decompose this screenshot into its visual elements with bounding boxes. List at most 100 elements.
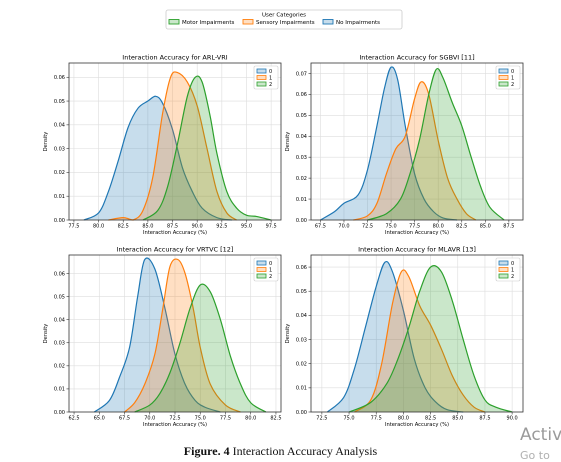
density-area-1 <box>353 81 476 220</box>
y-tick-label: 0.03 <box>296 337 307 343</box>
series-legend-label-1: 1 <box>269 267 272 273</box>
x-tick-label: 77.5 <box>220 416 231 422</box>
density-line-0 <box>83 95 232 221</box>
y-tick-label: 0.01 <box>296 197 307 203</box>
x-tick-label: 82.5 <box>425 416 436 422</box>
y-tick-label: 0.02 <box>54 364 65 370</box>
density-line-0 <box>326 261 464 413</box>
density-line-2 <box>348 265 513 413</box>
chart-panel-1: 77.5 80.0 82.5 85.0 87.5 90.0 92.5 95.0 97.5 0.00… <box>43 54 282 236</box>
series-legend-label-2: 2 <box>511 82 514 88</box>
density-line-0 <box>320 66 458 221</box>
density-line-1 <box>124 258 241 413</box>
x-tick-label: 72.5 <box>316 416 327 422</box>
density-area-2 <box>349 265 513 412</box>
x-tick-label: 75.0 <box>386 224 397 230</box>
density-area-0 <box>320 66 458 221</box>
x-tick-label: 80.0 <box>245 416 256 422</box>
x-tick-label: 62.5 <box>68 416 79 422</box>
density-line-2 <box>142 75 272 221</box>
density-area-0 <box>327 261 464 412</box>
density-line-1 <box>353 81 477 221</box>
legend-label-0: Motor Impairments <box>182 20 235 26</box>
legend-label-2: No Impairments <box>336 20 380 26</box>
y-tick-label: 0.07 <box>296 71 307 77</box>
legend-swatch-2 <box>322 19 334 25</box>
plot-frame <box>310 62 524 221</box>
series-legend-label-0: 0 <box>269 261 272 267</box>
y-tick-label: 0.04 <box>296 134 307 140</box>
x-tick-label: 77.5 <box>68 224 79 230</box>
series-legend-label-1: 1 <box>511 267 514 273</box>
chart-title: Interaction Accuracy for MLAVR [13] <box>358 246 476 254</box>
y-tick-label: 0.03 <box>54 341 65 347</box>
x-tick-label: 75.0 <box>195 416 206 422</box>
x-tick-label: 82.5 <box>270 416 281 422</box>
series-legend-swatch-1 <box>498 75 509 80</box>
density-area-2 <box>142 76 272 220</box>
x-tick-label: 80.0 <box>433 224 444 230</box>
activation-watermark-sub: Go to <box>520 449 550 462</box>
y-tick-label: 0.06 <box>54 75 65 81</box>
category-legend: User Categories Motor Impairments Sensory… <box>165 9 403 30</box>
y-tick-label: 0.05 <box>54 99 65 105</box>
chart-panel-4: 72.5 75.0 77.5 80.0 82.5 85.0 87.5 90.0 0.00 0.01… <box>285 246 524 428</box>
x-axis-label: Interaction Accuracy (%) <box>385 230 449 236</box>
y-tick-label: 0.00 <box>296 218 307 224</box>
x-tick-label: 70.0 <box>144 416 155 422</box>
series-legend-swatch-0 <box>498 68 509 74</box>
x-tick-label: 87.5 <box>479 416 490 422</box>
chart-panel-2: 67.5 70.0 72.5 75.0 77.5 80.0 82.5 85.0 87.5 0.00… <box>285 54 524 236</box>
y-tick-label: 0.06 <box>296 265 307 271</box>
y-tick-label: 0.05 <box>54 294 65 300</box>
y-tick-label: 0.01 <box>54 387 65 393</box>
chart-title: Interaction Accuracy for VRTVC [12] <box>117 246 234 254</box>
x-tick-label: 82.5 <box>118 224 129 230</box>
x-axis-label: Interaction Accuracy (%) <box>143 422 207 428</box>
series-legend-label-1: 1 <box>511 75 514 81</box>
x-tick-label: 72.5 <box>169 416 180 422</box>
y-tick-label: 0.03 <box>296 155 307 161</box>
series-legend-swatch-1 <box>498 267 509 272</box>
x-tick-label: 80.0 <box>93 224 104 230</box>
x-tick-label: 85.0 <box>452 416 463 422</box>
density-line-0 <box>93 257 221 413</box>
y-tick-label: 0.04 <box>54 317 65 323</box>
series-legend-label-0: 0 <box>511 69 514 75</box>
x-tick-label: 95.0 <box>241 224 252 230</box>
x-tick-label: 67.5 <box>315 224 326 230</box>
y-tick-label: 0.04 <box>296 313 307 319</box>
x-tick-label: 87.5 <box>167 224 178 230</box>
x-tick-label: 82.5 <box>456 224 467 230</box>
series-legend-label-0: 0 <box>511 261 514 267</box>
series-legend-swatch-2 <box>498 273 509 279</box>
activation-watermark: Activ <box>520 425 561 445</box>
density-area-0 <box>94 257 221 412</box>
y-axis-label: Density <box>285 324 291 344</box>
series-legend-swatch-0 <box>256 68 267 74</box>
caption-label: Figure. 4 <box>183 444 230 458</box>
y-axis-label: Density <box>43 132 49 152</box>
x-axis-label: Interaction Accuracy (%) <box>385 422 449 428</box>
chart-title: Interaction Accuracy for SGBVI [11] <box>359 54 474 62</box>
x-tick-label: 85.0 <box>142 224 153 230</box>
x-tick-label: 90.0 <box>192 224 203 230</box>
series-legend-swatch-0 <box>498 260 509 266</box>
density-line-1 <box>354 269 486 413</box>
y-tick-label: 0.05 <box>296 289 307 295</box>
legend-title: User Categories <box>262 13 306 19</box>
series-legend-swatch-1 <box>256 75 267 80</box>
y-tick-label: 0.03 <box>54 146 65 152</box>
y-tick-label: 0.02 <box>54 170 65 176</box>
series-legend-label-2: 2 <box>511 274 514 280</box>
legend-swatch-1 <box>242 19 254 25</box>
y-tick-label: 0.00 <box>54 218 65 224</box>
series-legend-label-0: 0 <box>269 69 272 75</box>
density-line-2 <box>367 68 505 221</box>
y-tick-label: 0.02 <box>296 176 307 182</box>
y-tick-label: 0.05 <box>296 113 307 119</box>
x-tick-label: 85.0 <box>480 224 491 230</box>
x-tick-label: 92.5 <box>216 224 227 230</box>
x-tick-label: 77.5 <box>371 416 382 422</box>
y-tick-label: 0.06 <box>296 92 307 98</box>
